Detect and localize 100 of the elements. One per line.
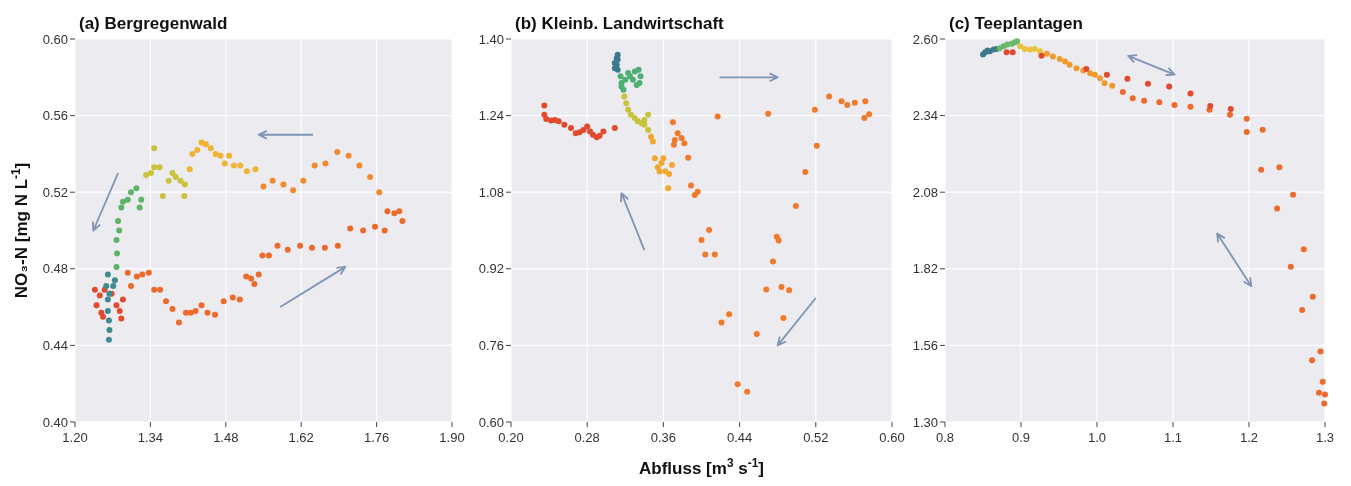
- point: [844, 102, 851, 109]
- y-tick-label: 0.40: [42, 414, 68, 430]
- point: [91, 286, 98, 293]
- point: [617, 73, 624, 80]
- point: [628, 111, 635, 118]
- y-tick-label: 0.60: [478, 414, 504, 430]
- point: [851, 99, 858, 106]
- point: [251, 281, 258, 288]
- point: [290, 187, 297, 194]
- point: [623, 100, 630, 107]
- point: [248, 275, 255, 282]
- point: [622, 76, 629, 83]
- point: [718, 319, 725, 326]
- point: [175, 319, 182, 326]
- point: [311, 162, 318, 169]
- point: [113, 263, 120, 270]
- point: [763, 286, 770, 293]
- point: [118, 315, 125, 322]
- point: [345, 152, 352, 159]
- point: [1101, 80, 1108, 87]
- point: [668, 161, 675, 168]
- y-tick-label: 1.08: [478, 184, 504, 200]
- point: [334, 242, 341, 249]
- point: [666, 171, 673, 178]
- point: [1317, 348, 1324, 355]
- y-tick-label: 0.48: [42, 261, 68, 277]
- point: [778, 283, 785, 290]
- point: [255, 271, 262, 278]
- point: [1043, 50, 1050, 57]
- point: [118, 204, 125, 211]
- point: [561, 121, 568, 128]
- point: [775, 237, 782, 244]
- point: [688, 182, 695, 189]
- x-tick-label: 1.2: [1239, 430, 1259, 445]
- y-tick-label: 1.56: [912, 337, 938, 353]
- x-tick-label: 0.28: [574, 430, 600, 445]
- point: [753, 330, 760, 337]
- point: [1227, 106, 1234, 113]
- point: [297, 242, 304, 249]
- y-tick-label: 0.60: [42, 31, 68, 47]
- point: [1227, 111, 1233, 118]
- x-tick-label: 1.0: [1087, 430, 1107, 445]
- x-tick-label: 1.48: [213, 430, 239, 445]
- point: [133, 185, 140, 192]
- point: [396, 208, 403, 215]
- point: [1287, 263, 1294, 270]
- point: [765, 110, 772, 117]
- point: [1144, 80, 1151, 87]
- point: [1031, 46, 1038, 53]
- x-tick-label: 1.20: [62, 430, 88, 445]
- x-tick-label: 0.20: [498, 430, 524, 445]
- point: [786, 287, 793, 294]
- point: [106, 327, 113, 334]
- point: [1309, 293, 1316, 300]
- x-tick-label: 1.90: [439, 430, 465, 445]
- point: [1087, 70, 1094, 77]
- point: [645, 126, 652, 133]
- point: [813, 142, 820, 149]
- point: [399, 217, 406, 224]
- y-tick-label: 2.60: [912, 31, 938, 47]
- point: [611, 125, 618, 132]
- point: [1299, 307, 1306, 314]
- point: [334, 148, 341, 155]
- point: [113, 237, 120, 244]
- point: [1103, 71, 1110, 78]
- y-tick-label: 0.44: [42, 337, 68, 353]
- point: [321, 244, 328, 251]
- point: [128, 283, 135, 290]
- point: [1109, 82, 1116, 89]
- point: [670, 141, 677, 148]
- point: [93, 302, 100, 309]
- point: [1056, 56, 1063, 63]
- point: [280, 181, 287, 188]
- point: [181, 193, 188, 200]
- point: [139, 271, 146, 278]
- point: [177, 177, 184, 184]
- point: [568, 125, 575, 132]
- point: [226, 152, 233, 159]
- point: [802, 169, 809, 176]
- point: [1141, 97, 1148, 104]
- point: [1049, 53, 1056, 60]
- point: [356, 162, 363, 169]
- x-tick-label: 0.36: [650, 430, 677, 445]
- point: [1259, 126, 1266, 133]
- point: [151, 164, 158, 171]
- point: [182, 309, 189, 316]
- point: [100, 313, 107, 320]
- point: [105, 336, 112, 343]
- point: [115, 217, 122, 224]
- point: [641, 116, 648, 123]
- point: [691, 192, 698, 199]
- point: [111, 277, 118, 284]
- point: [665, 185, 672, 192]
- point: [625, 106, 632, 113]
- point: [674, 130, 681, 137]
- y-tick-label: 2.34: [912, 108, 938, 124]
- point: [159, 193, 166, 200]
- point: [1207, 102, 1214, 109]
- point: [147, 170, 154, 177]
- point: [259, 252, 266, 259]
